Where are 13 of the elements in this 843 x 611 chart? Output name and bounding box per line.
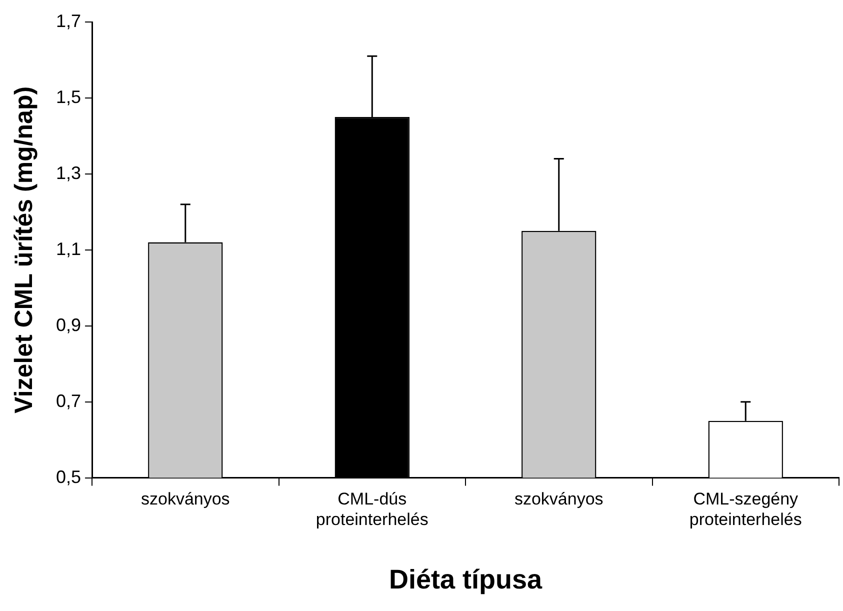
x-tick-label: CML-szegény proteinterhelés <box>689 490 802 530</box>
y-tick-label: 0,7 <box>56 390 82 411</box>
x-tick-label: szokványos <box>514 490 604 509</box>
y-tick-label: 1,1 <box>56 238 82 259</box>
y-tick-label: 0,9 <box>56 314 82 335</box>
x-tick-label: CML-dús proteinterhelés <box>316 490 428 530</box>
x-tick-label: szokványos <box>140 490 230 509</box>
y-tick-label: 1,7 <box>56 10 82 31</box>
x-axis-title: Diéta típusa <box>388 564 544 594</box>
y-tick-label: 0,5 <box>56 466 82 487</box>
y-tick-label: 1,3 <box>56 162 82 183</box>
y-axis-title: Vizelet CML ürítés (mg/nap) <box>10 86 38 414</box>
y-tick-label: 1,5 <box>56 86 82 107</box>
